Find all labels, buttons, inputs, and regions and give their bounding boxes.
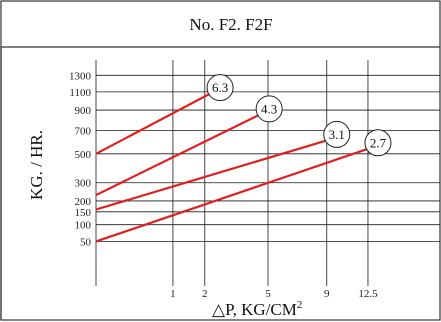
y-tick-label: 1300: [69, 70, 92, 82]
x-tick-label: 12.5: [358, 288, 378, 300]
y-tick-label: 150: [75, 207, 92, 219]
y-tick-label: 50: [80, 236, 92, 248]
series-label: 3.1: [329, 127, 345, 142]
series-label: 4.3: [261, 101, 277, 116]
x-axis-label-superscript: 2: [297, 299, 303, 311]
series-labels: 6.3 4.3 3.1 2.7: [206, 74, 392, 157]
y-tick-label: 900: [75, 105, 92, 117]
x-tick-label: 5: [265, 288, 271, 300]
series-label-circle: [255, 95, 283, 123]
x-tick-label: 9: [324, 288, 330, 300]
y-tick-label: 200: [75, 196, 92, 208]
series-label: 2.7: [370, 135, 387, 150]
series-line: [95, 139, 328, 211]
series-label-circle: [323, 120, 351, 148]
y-axis-label: KG. / HR.: [27, 130, 46, 200]
x-tick-label: 2: [202, 288, 208, 300]
series-label: 6.3: [212, 80, 228, 95]
series-line: [95, 92, 211, 155]
y-tick-label: 500: [75, 149, 92, 161]
series-lines: [95, 92, 369, 243]
series-label-circle: [364, 129, 392, 157]
y-tick-label: 1100: [69, 87, 91, 99]
x-tick-label: 1: [170, 288, 176, 300]
y-tick-label: 300: [75, 178, 92, 190]
series-line: [95, 147, 369, 243]
x-axis-label: △P, KG/CM2: [212, 299, 302, 319]
chart-title: No. F2. F2F: [189, 15, 272, 34]
y-tick-label: 100: [75, 220, 92, 232]
series-label-circle: [206, 74, 234, 102]
series-line: [95, 113, 260, 197]
y-tick-label: 700: [75, 125, 92, 137]
grid: [95, 60, 440, 286]
x-axis-label-main: △P, KG/CM: [212, 300, 297, 319]
